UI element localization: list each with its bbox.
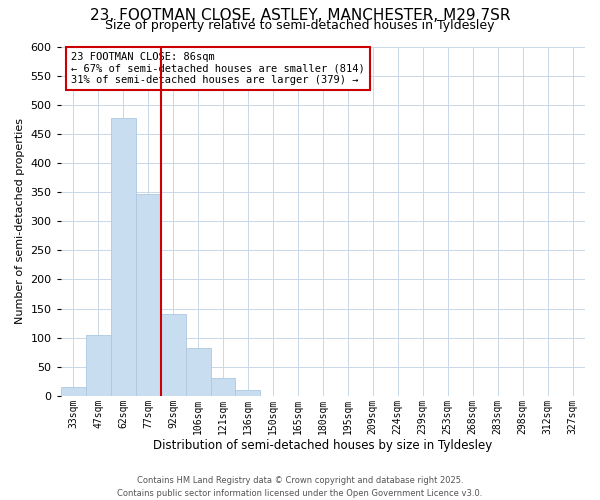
Text: Size of property relative to semi-detached houses in Tyldesley: Size of property relative to semi-detach…: [105, 18, 495, 32]
Text: 23 FOOTMAN CLOSE: 86sqm
← 67% of semi-detached houses are smaller (814)
31% of s: 23 FOOTMAN CLOSE: 86sqm ← 67% of semi-de…: [71, 52, 365, 85]
Bar: [235, 390, 260, 396]
X-axis label: Distribution of semi-detached houses by size in Tyldesley: Distribution of semi-detached houses by …: [153, 440, 493, 452]
Bar: [110, 118, 136, 396]
Y-axis label: Number of semi-detached properties: Number of semi-detached properties: [15, 118, 25, 324]
Text: 23, FOOTMAN CLOSE, ASTLEY, MANCHESTER, M29 7SR: 23, FOOTMAN CLOSE, ASTLEY, MANCHESTER, M…: [90, 8, 510, 22]
Bar: [61, 387, 86, 396]
Bar: [86, 335, 110, 396]
Bar: [161, 314, 185, 396]
Bar: [136, 194, 161, 396]
Text: Contains HM Land Registry data © Crown copyright and database right 2025.
Contai: Contains HM Land Registry data © Crown c…: [118, 476, 482, 498]
Bar: [211, 378, 235, 396]
Bar: [185, 348, 211, 396]
